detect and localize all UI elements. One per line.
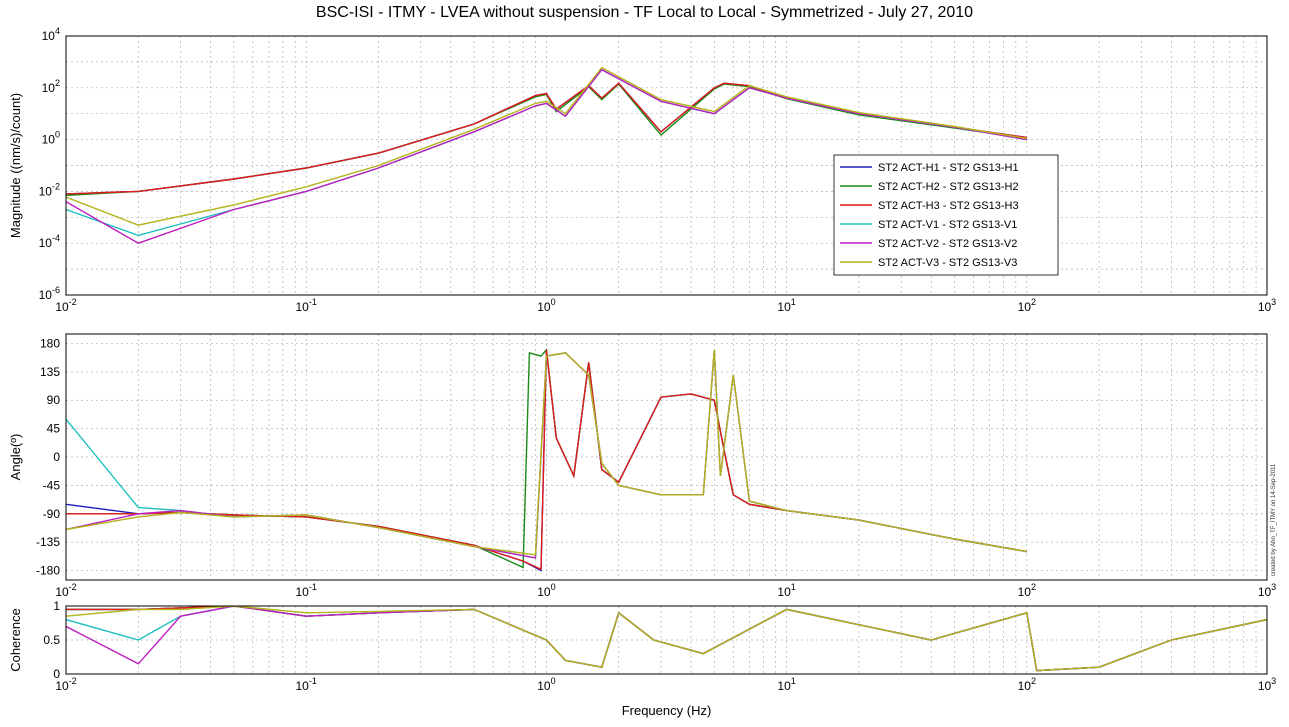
- legend-label-V1: ST2 ACT-V1 - ST2 GS13-V1: [878, 219, 1017, 231]
- series-line-V1: [66, 606, 1267, 672]
- legend-label-V2: ST2 ACT-V2 - ST2 GS13-V2: [878, 238, 1017, 250]
- y-axis-label: Coherence: [8, 608, 23, 672]
- x-tick-label: 102: [1018, 582, 1036, 599]
- legend-box: [833, 154, 1059, 276]
- x-axis-label: Frequency (Hz): [622, 703, 712, 718]
- y-tick-label: -90: [43, 507, 61, 521]
- series-line-V1: [66, 349, 1027, 559]
- x-tick-label: 101: [777, 297, 795, 314]
- y-tick-label: 10-6: [39, 285, 60, 302]
- x-tick-label: 102: [1018, 297, 1036, 314]
- y-tick-label: 1: [53, 599, 60, 613]
- y-tick-label: 0: [53, 450, 60, 464]
- series-line-H2: [66, 606, 1267, 672]
- x-tick-label: 10-1: [296, 297, 317, 314]
- x-tick-label: 10-2: [55, 582, 76, 599]
- y-tick-label: -45: [43, 478, 61, 492]
- series-line-V2: [66, 349, 1027, 559]
- plot-frame: [65, 35, 1268, 296]
- y-tick-label: 90: [47, 393, 61, 407]
- x-tick-label: 10-2: [55, 297, 76, 314]
- plot-frame: [65, 605, 1268, 675]
- y-tick-label: 10-4: [39, 233, 60, 250]
- y-tick-label: 102: [42, 78, 60, 95]
- series-line-V3: [66, 66, 1027, 226]
- y-tick-label: 180: [40, 336, 60, 350]
- series-line-H3: [66, 606, 1267, 672]
- legend-label-H3: ST2 ACT-H3 - ST2 GS13-H3: [878, 200, 1019, 212]
- y-tick-label: 135: [40, 365, 60, 379]
- x-tick-label: 101: [777, 676, 795, 693]
- y-tick-label: 104: [42, 26, 60, 43]
- series-line-V2: [66, 68, 1027, 244]
- x-tick-label: 10-2: [55, 676, 76, 693]
- legend-label-H1: ST2 ACT-H1 - ST2 GS13-H1: [878, 162, 1019, 174]
- x-tick-label: 103: [1258, 297, 1276, 314]
- y-tick-label: -135: [36, 535, 60, 549]
- y-tick-label: -180: [36, 564, 60, 578]
- y-axis-label: Angle(º): [8, 434, 23, 481]
- x-tick-label: 100: [537, 297, 555, 314]
- x-tick-label: 100: [537, 582, 555, 599]
- series-line-H1: [66, 606, 1267, 672]
- chart-title: BSC-ISI - ITMY - LVEA without suspension…: [315, 4, 974, 21]
- series-line-V2: [66, 606, 1267, 672]
- series-line-V3: [66, 606, 1267, 672]
- plot-frame: [65, 333, 1268, 581]
- x-tick-label: 101: [777, 582, 795, 599]
- legend-label-H2: ST2 ACT-H2 - ST2 GS13-H2: [878, 181, 1019, 193]
- series-line-H3: [66, 349, 1027, 571]
- y-tick-label: 45: [47, 422, 61, 436]
- y-tick-label: 10-2: [39, 181, 60, 198]
- x-tick-label: 10-1: [296, 582, 317, 599]
- x-tick-label: 10-1: [296, 676, 317, 693]
- series-line-V3: [66, 349, 1027, 556]
- x-tick-label: 103: [1258, 676, 1276, 693]
- x-tick-label: 102: [1018, 676, 1036, 693]
- y-tick-label: 0.5: [43, 633, 60, 647]
- legend-label-V3: ST2 ACT-V3 - ST2 GS13-V3: [878, 257, 1017, 269]
- y-tick-label: 0: [53, 667, 60, 681]
- y-tick-label: 100: [42, 130, 60, 147]
- x-tick-label: 103: [1258, 582, 1276, 599]
- side-note: created by Aho_TF_ITMY on 14-Sep-2011: [1271, 463, 1277, 576]
- y-axis-label: Magnitude ((nm/s)/count): [8, 93, 23, 238]
- x-tick-label: 100: [537, 676, 555, 693]
